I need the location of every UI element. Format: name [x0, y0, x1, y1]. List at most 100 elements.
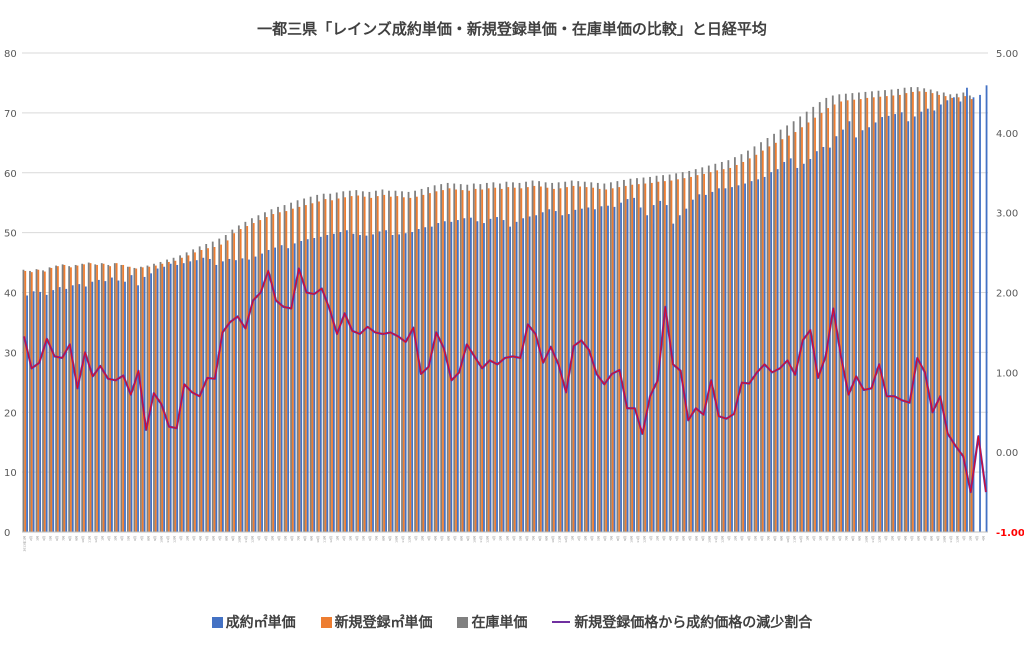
bar-inventory — [401, 191, 403, 532]
bar-inventory — [42, 270, 44, 532]
bar-contract — [195, 260, 198, 532]
bar-new-listing — [252, 223, 255, 533]
x-tick-label: 8月 — [146, 536, 150, 541]
bar-inventory — [283, 205, 286, 532]
bar-inventory — [727, 160, 730, 532]
x-tick-label: 11月 — [244, 536, 248, 543]
x-tick-label: 2月 — [185, 536, 189, 541]
x-tick-label: 1月 — [414, 536, 418, 541]
bar-new-listing — [89, 263, 92, 532]
bar-inventory — [133, 267, 136, 532]
bar-new-listing — [56, 266, 59, 532]
bar-new-listing — [194, 252, 196, 532]
bar-new-listing — [918, 91, 921, 532]
bar-contract — [254, 256, 257, 532]
bar-inventory — [760, 142, 762, 532]
bar-contract — [39, 291, 42, 532]
bar-inventory — [929, 89, 932, 533]
bar-new-listing — [278, 212, 281, 532]
bar-contract — [874, 122, 877, 532]
x-tick-label: 7月 — [375, 536, 379, 541]
bar-new-listing — [716, 170, 719, 533]
bar-contract — [587, 207, 590, 533]
bar-inventory — [355, 190, 358, 533]
x-tick-label: 9月 — [623, 536, 627, 541]
bar-new-listing — [154, 265, 157, 532]
left-tick-label: 60 — [4, 169, 17, 180]
x-tick-label: 2月 — [264, 536, 268, 541]
bar-new-listing — [96, 264, 98, 532]
x-tick-label: 11月 — [88, 536, 92, 543]
bar-inventory — [244, 221, 247, 532]
x-tick-label: 6月 — [760, 536, 764, 541]
bar-new-listing — [226, 240, 229, 532]
x-tick-label: 5月 — [675, 536, 679, 541]
x-tick-label: 7月 — [531, 536, 535, 541]
bar-inventory — [414, 190, 416, 532]
bar-contract — [78, 284, 81, 532]
bar-contract — [267, 249, 270, 533]
bar-contract — [646, 215, 649, 532]
x-tick-label: 9月 — [74, 536, 78, 541]
x-tick-label: 8月 — [851, 536, 855, 541]
x-tick-label: 1月 — [571, 536, 575, 541]
bar-inventory — [747, 150, 749, 532]
bar-inventory — [420, 188, 423, 533]
x-tick-label: 9月 — [388, 536, 392, 541]
bar-new-listing — [50, 267, 53, 532]
bar-inventory — [257, 215, 260, 532]
bar-contract — [639, 207, 642, 533]
right-tick-label: 1.00 — [996, 368, 1018, 379]
bar-contract — [65, 288, 68, 532]
x-tick-label: 1月 — [492, 536, 496, 541]
bar-inventory — [192, 249, 195, 532]
x-tick-label: 3月 — [740, 536, 744, 541]
bar-contract — [300, 241, 303, 532]
bar-contract — [345, 230, 348, 533]
bar-inventory — [81, 263, 84, 532]
bar-contract — [881, 117, 884, 532]
bar-new-listing — [650, 182, 653, 532]
bar-new-listing — [187, 255, 190, 532]
x-tick-label: 10月 — [864, 536, 868, 543]
bar-inventory — [342, 191, 345, 532]
bar-new-listing — [311, 203, 314, 533]
bar-contract — [117, 280, 120, 532]
bar-inventory — [766, 138, 769, 532]
bar-new-listing — [742, 161, 745, 532]
bar-contract — [84, 286, 87, 532]
bar-inventory — [100, 263, 103, 532]
legend-label-reduction-ratio: 新規登録価格から成約価格の減少割合 — [574, 615, 813, 631]
x-tick-label: 8月 — [460, 536, 464, 541]
bar-inventory — [642, 177, 645, 533]
x-tick-label: 2月 — [29, 536, 33, 541]
bar-contract — [665, 205, 668, 532]
bar-inventory — [786, 125, 789, 532]
bar-inventory — [388, 190, 390, 532]
bar-new-listing — [389, 196, 392, 532]
bar-contract — [672, 223, 675, 532]
bar-new-listing — [383, 194, 386, 532]
bar-contract — [430, 226, 433, 532]
x-tick-label: 7月 — [61, 536, 65, 541]
x-tick-label: 8月 — [303, 536, 307, 541]
bar-inventory — [361, 191, 364, 532]
bar-inventory — [322, 193, 325, 532]
bar-new-listing — [755, 154, 758, 533]
bar-inventory — [146, 265, 149, 532]
bar-inventory — [720, 161, 723, 532]
bar-contract — [861, 130, 864, 533]
bar-inventory — [433, 185, 436, 532]
bar-inventory — [538, 181, 540, 532]
bar-contract — [920, 111, 923, 533]
x-tick-label: 12月 — [172, 536, 176, 543]
x-tick-label: 2月 — [812, 536, 816, 541]
bar-inventory — [675, 173, 678, 532]
bar-inventory — [557, 182, 560, 532]
bar-new-listing — [102, 263, 105, 532]
bar-new-listing — [174, 260, 177, 532]
bar-contract — [763, 176, 766, 532]
bar-contract — [111, 277, 113, 532]
bar-contract — [215, 264, 218, 532]
bar-new-listing — [664, 181, 666, 532]
